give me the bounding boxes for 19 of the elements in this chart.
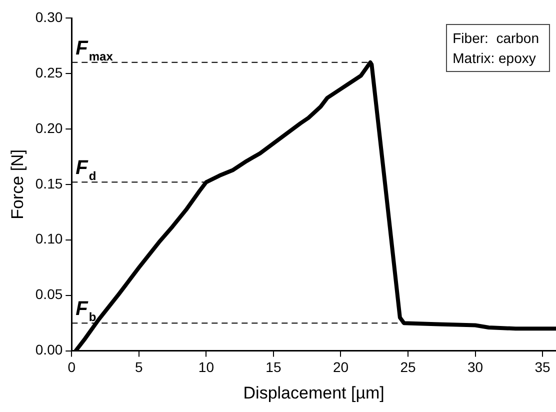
x-tick-label: 30 bbox=[467, 359, 484, 376]
annotation: Fiber: carbon bbox=[452, 30, 539, 46]
y-tick-label: 0.25 bbox=[35, 64, 63, 80]
x-tick-label: 20 bbox=[332, 359, 349, 376]
x-tick-label: 25 bbox=[400, 359, 416, 376]
y-tick-label: 0.05 bbox=[35, 286, 63, 302]
x-tick-label: 35 bbox=[534, 359, 551, 376]
y-tick-label: 0.00 bbox=[35, 342, 63, 358]
annotation: Matrix: epoxy bbox=[452, 50, 536, 66]
y-tick-label: 0.15 bbox=[35, 175, 63, 192]
x-tick-label: 0 bbox=[68, 359, 76, 376]
y-tick-label: 0.10 bbox=[35, 230, 63, 247]
x-tick-label: 5 bbox=[135, 359, 144, 376]
y-axis-title: Force [N] bbox=[8, 149, 27, 220]
y-tick-label: 0.30 bbox=[35, 8, 63, 25]
y-tick-label: 0.20 bbox=[35, 120, 63, 136]
x-tick-label: 10 bbox=[198, 359, 214, 376]
x-axis-title: Displacement [µm] bbox=[243, 383, 384, 402]
x-tick-label: 15 bbox=[266, 359, 282, 376]
